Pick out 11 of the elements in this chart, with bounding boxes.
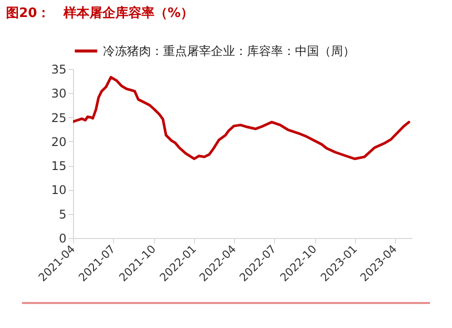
y-tick-label: 10 (51, 183, 66, 198)
y-tick-label: 15 (51, 159, 66, 174)
y-tick-label: 25 (51, 110, 66, 125)
y-tick-label: 0 (58, 232, 66, 246)
y-tick-label: 5 (58, 207, 66, 222)
y-tick-label: 20 (51, 134, 66, 149)
line-series (73, 76, 410, 160)
legend-label: 冷冻猪肉：重点屠宰企业：库容率：中国（周） (103, 44, 355, 58)
chart-title: 图20： 样本屠企库容率（%） (6, 4, 194, 22)
y-tick-label: 30 (51, 86, 66, 101)
y-tick-label: 35 (51, 62, 66, 76)
